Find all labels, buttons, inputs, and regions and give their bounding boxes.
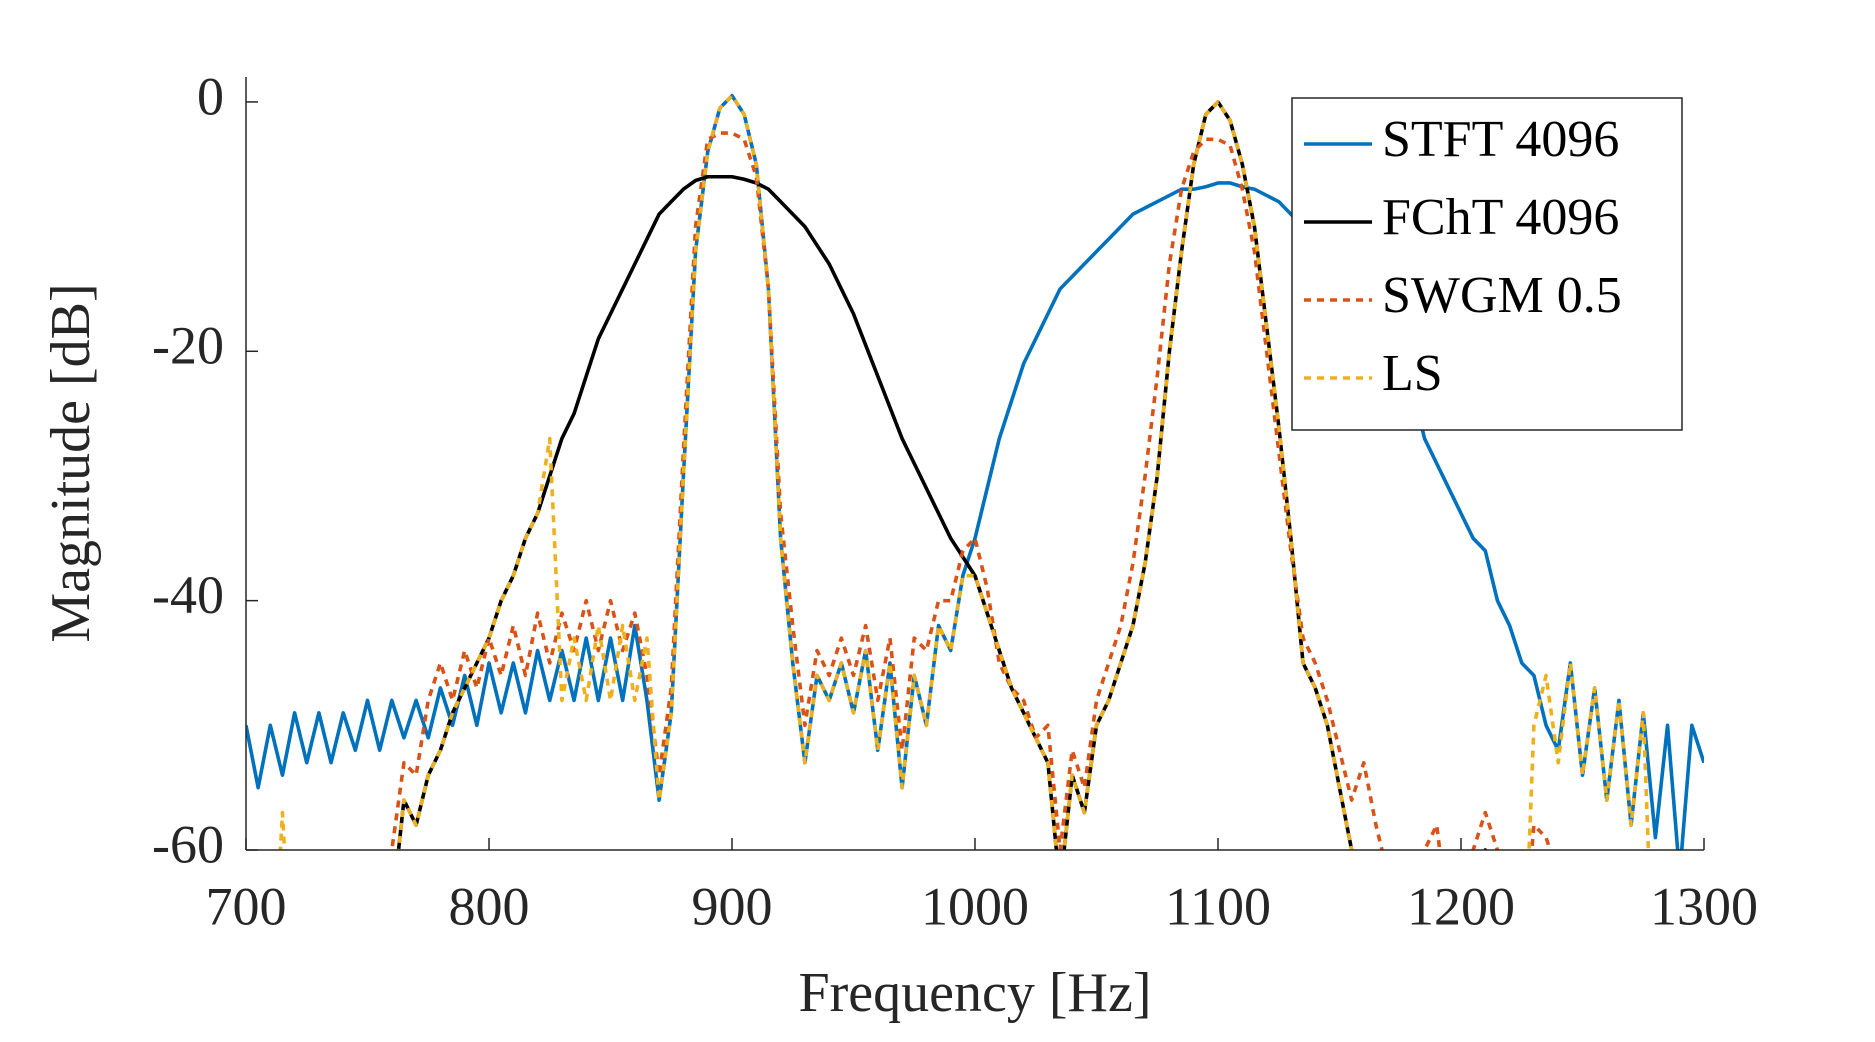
x-tick-label: 800 bbox=[449, 876, 530, 936]
y-tick-label: -20 bbox=[152, 316, 224, 376]
legend-label: SWGM 0.5 bbox=[1382, 267, 1622, 324]
legend-label: STFT 4096 bbox=[1382, 111, 1619, 168]
y-tick-label: -40 bbox=[152, 565, 224, 625]
legend-box bbox=[1291, 97, 1683, 431]
x-axis-label: Frequency [Hz] bbox=[799, 962, 1152, 1024]
x-tick-label: 1000 bbox=[921, 876, 1029, 936]
y-tick-label: 0 bbox=[197, 66, 224, 126]
legend: STFT 4096 FChT 4096 SWGM 0.5 LS bbox=[1291, 97, 1683, 431]
series-line bbox=[396, 100, 1488, 850]
series-line bbox=[246, 93, 1704, 850]
x-tick-label: 900 bbox=[692, 876, 773, 936]
y-tick-label: -60 bbox=[152, 814, 224, 874]
axes: 700 800 900 1000 1100 1200 1300 -60 -40 -20 0 bbox=[152, 66, 1758, 936]
x-tick-label: 1300 bbox=[1650, 876, 1758, 936]
x-tick-label: 1200 bbox=[1407, 876, 1515, 936]
x-tick-label: 700 bbox=[206, 876, 287, 936]
plot-area bbox=[246, 93, 1704, 850]
legend-label: LS bbox=[1382, 345, 1443, 402]
legend-label: FChT 4096 bbox=[1382, 189, 1619, 246]
x-tick-label: 1100 bbox=[1165, 876, 1271, 936]
y-axis-label: Magnitude [dB] bbox=[40, 283, 102, 642]
